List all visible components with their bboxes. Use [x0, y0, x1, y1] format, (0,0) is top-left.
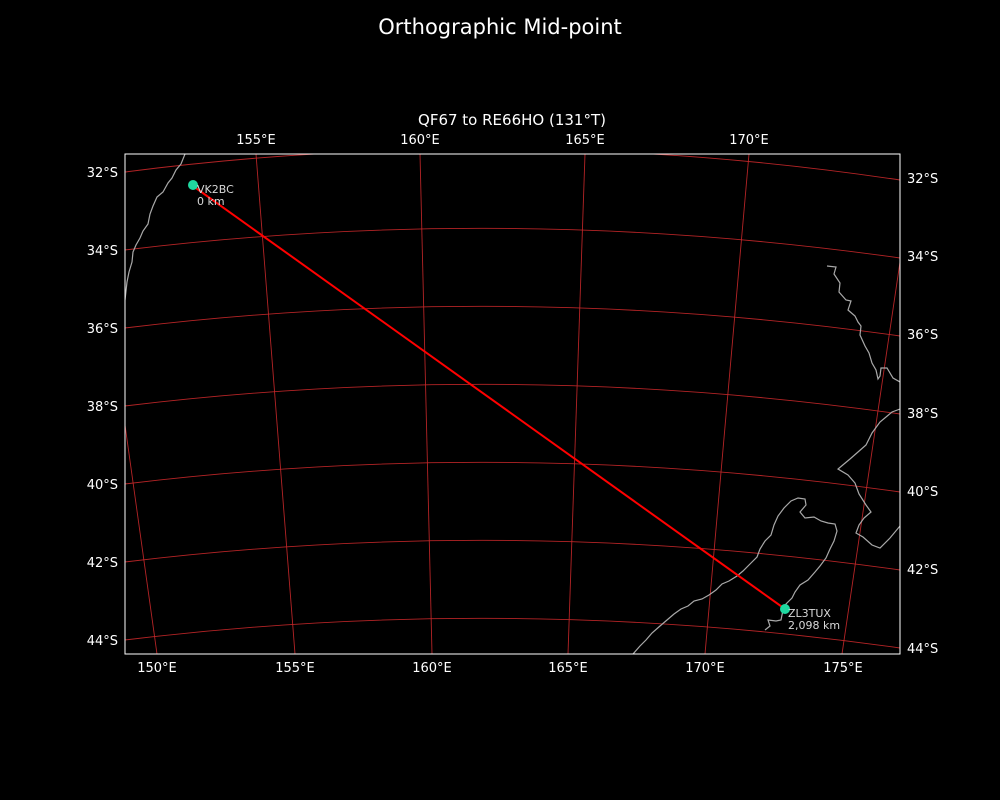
parallel-34s	[125, 227, 900, 259]
meridian-170e	[704, 154, 750, 654]
bottom-longitude-ticks: 150°E 155°E 160°E 165°E 170°E 175°E	[137, 661, 863, 676]
tick-label: 36°S	[87, 322, 118, 337]
map-frame	[124, 153, 901, 655]
parallel-38s	[125, 383, 900, 415]
tick-label: 44°S	[907, 642, 938, 657]
tick-label: 175°E	[823, 661, 863, 676]
station-marker	[780, 604, 790, 614]
map-content: VK2BC 0 km ZL3TUX 2,098 km	[125, 154, 900, 654]
parallel-36s	[125, 305, 900, 337]
tick-label: 165°E	[565, 133, 605, 148]
tick-label: 32°S	[907, 172, 938, 187]
station-distance: 0 km	[197, 195, 225, 208]
station-distance: 2,098 km	[788, 619, 840, 632]
tick-label: 40°S	[87, 478, 118, 493]
right-latitude-ticks: 32°S 34°S 36°S 38°S 40°S 42°S 44°S	[907, 172, 938, 657]
path-line	[192, 185, 786, 610]
coastlines	[125, 154, 900, 654]
station-label: ZL3TUX	[788, 607, 831, 620]
meridian-155e	[255, 154, 296, 654]
map-subtitle: QF67 to RE66HO (131°T)	[418, 111, 606, 129]
tick-label: 155°E	[275, 661, 315, 676]
meridian-160e	[419, 154, 433, 654]
tick-label: 40°S	[907, 485, 938, 500]
tick-label: 170°E	[729, 133, 769, 148]
station-vk2bc: VK2BC 0 km	[188, 180, 234, 208]
meridian-150e	[125, 424, 158, 654]
parallel-40s	[125, 461, 900, 493]
graticule-meridians	[125, 154, 900, 654]
coastline-nz-south-island	[632, 497, 838, 654]
parallel-32s	[125, 154, 900, 181]
tick-label: 36°S	[907, 328, 938, 343]
coastline-australia	[125, 154, 186, 301]
tick-label: 34°S	[87, 244, 118, 259]
tick-label: 34°S	[907, 250, 938, 265]
station-zl3tux: ZL3TUX 2,098 km	[780, 604, 840, 632]
parallel-42s	[125, 539, 900, 571]
tick-label: 38°S	[907, 407, 938, 422]
graticule-parallels	[125, 154, 900, 649]
tick-label: 165°E	[548, 661, 588, 676]
meridian-165e	[567, 154, 586, 654]
left-latitude-ticks: 32°S 34°S 36°S 38°S 40°S 42°S 44°S	[87, 166, 118, 649]
station-marker	[188, 180, 198, 190]
tick-label: 44°S	[87, 634, 118, 649]
top-longitude-ticks: 155°E 160°E 165°E 170°E	[236, 133, 769, 148]
meridian-175e	[841, 261, 900, 654]
tick-label: 160°E	[400, 133, 440, 148]
parallel-44s	[125, 617, 900, 649]
tick-label: 42°S	[87, 556, 118, 571]
tick-label: 150°E	[137, 661, 177, 676]
tick-label: 170°E	[685, 661, 725, 676]
tick-label: 155°E	[236, 133, 276, 148]
tick-label: 160°E	[412, 661, 452, 676]
coastline-nz-north-island	[826, 265, 900, 549]
station-label: VK2BC	[197, 183, 234, 196]
figure-title: Orthographic Mid-point	[378, 15, 622, 39]
tick-label: 32°S	[87, 166, 118, 181]
tick-label: 42°S	[907, 563, 938, 578]
map-area	[125, 154, 900, 654]
tick-label: 38°S	[87, 400, 118, 415]
